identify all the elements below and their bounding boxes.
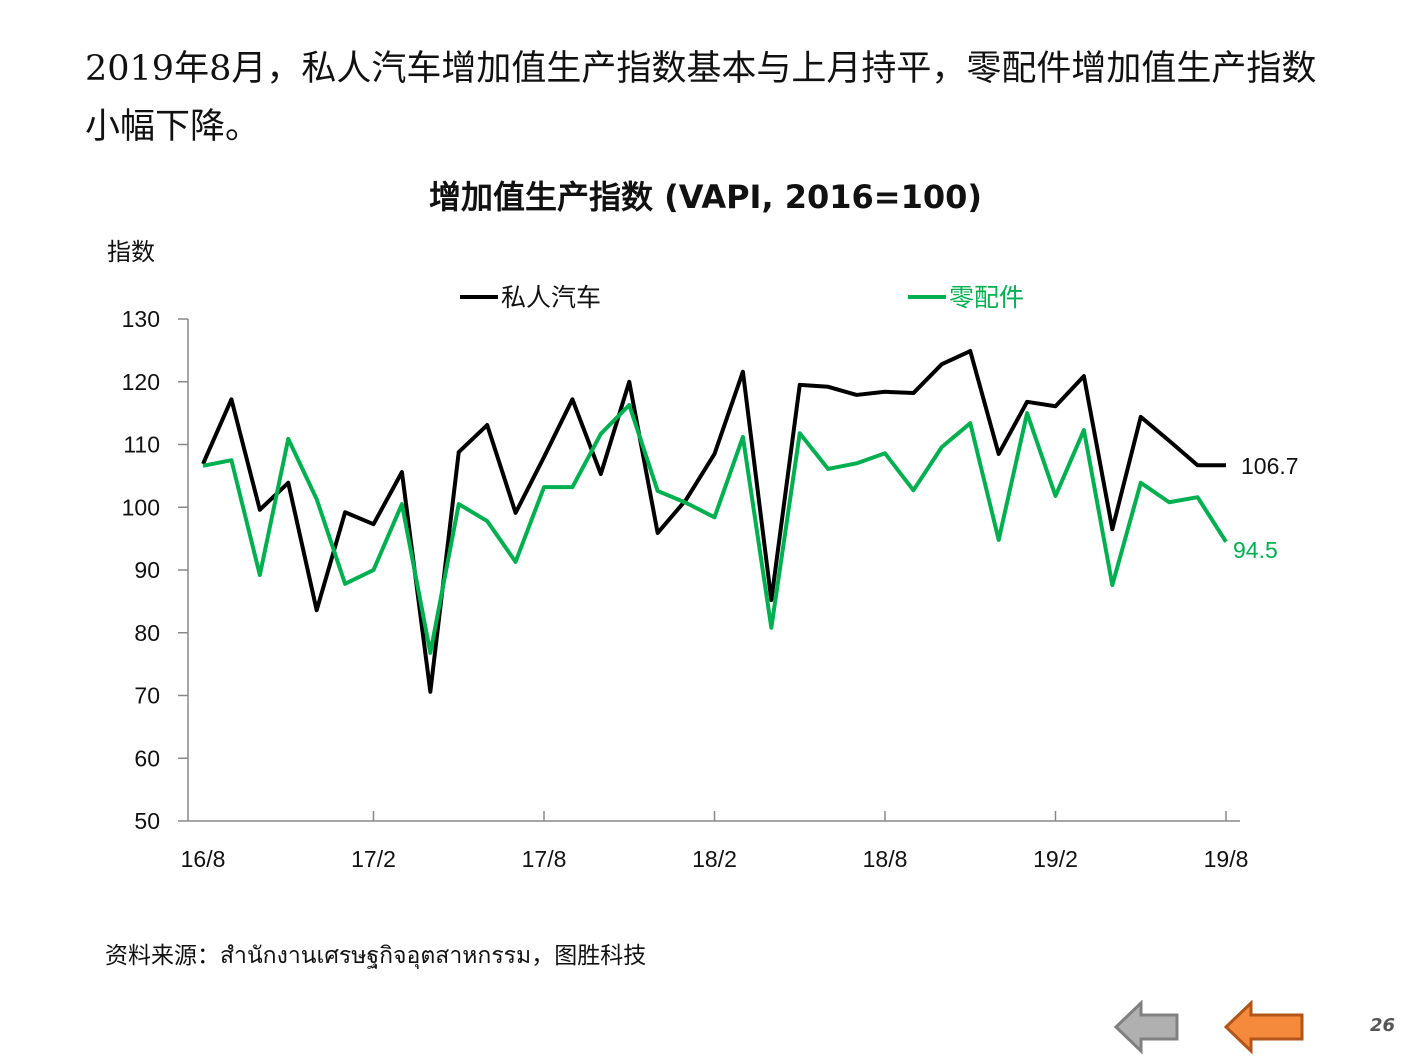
end-value-label: 106.7 xyxy=(1241,453,1299,479)
x-tick-label: 19/8 xyxy=(1204,846,1249,872)
forward-arrow-icon xyxy=(1223,1000,1304,1055)
y-tick-label: 130 xyxy=(122,306,160,332)
x-tick-label: 19/2 xyxy=(1033,846,1078,872)
series-line-private-cars xyxy=(201,349,1226,694)
x-tick-label: 16/8 xyxy=(181,846,226,872)
end-value-label: 94.5 xyxy=(1233,537,1278,563)
forward-button[interactable] xyxy=(1223,1000,1308,1055)
y-tick-label: 90 xyxy=(134,557,160,583)
back-arrow-icon xyxy=(1113,1000,1179,1055)
y-tick-label: 120 xyxy=(122,369,160,395)
back-button[interactable] xyxy=(1113,1000,1183,1055)
x-tick-label: 18/8 xyxy=(863,846,908,872)
x-tick-label: 18/2 xyxy=(692,846,737,872)
legend-label: 零配件 xyxy=(949,284,1024,312)
legend-label: 私人汽车 xyxy=(501,284,601,312)
x-tick-label: 17/2 xyxy=(351,846,396,872)
y-tick-label: 80 xyxy=(134,620,160,646)
y-tick-label: 50 xyxy=(134,808,160,834)
source-note: 资料来源：สำนักงานเศรษฐกิจอุตสาหกรรม，图胜科技 xyxy=(105,943,647,969)
y-tick-label: 110 xyxy=(123,432,160,458)
y-axis-label: 指数 xyxy=(107,238,155,266)
y-tick-label: 100 xyxy=(122,494,160,520)
headline: 2019年8月，私人汽车增加值生产指数基本与上月持平，零配件增加值生产指数小幅下… xyxy=(85,49,1317,147)
x-tick-label: 17/8 xyxy=(522,846,567,872)
page-number: 26 xyxy=(1370,1015,1396,1036)
chart-title: 增加值生产指数 (VAPI, 2016=100) xyxy=(428,178,983,216)
series-line-parts xyxy=(202,402,1228,655)
y-tick-label: 70 xyxy=(134,683,160,709)
y-tick-label: 60 xyxy=(134,745,160,771)
